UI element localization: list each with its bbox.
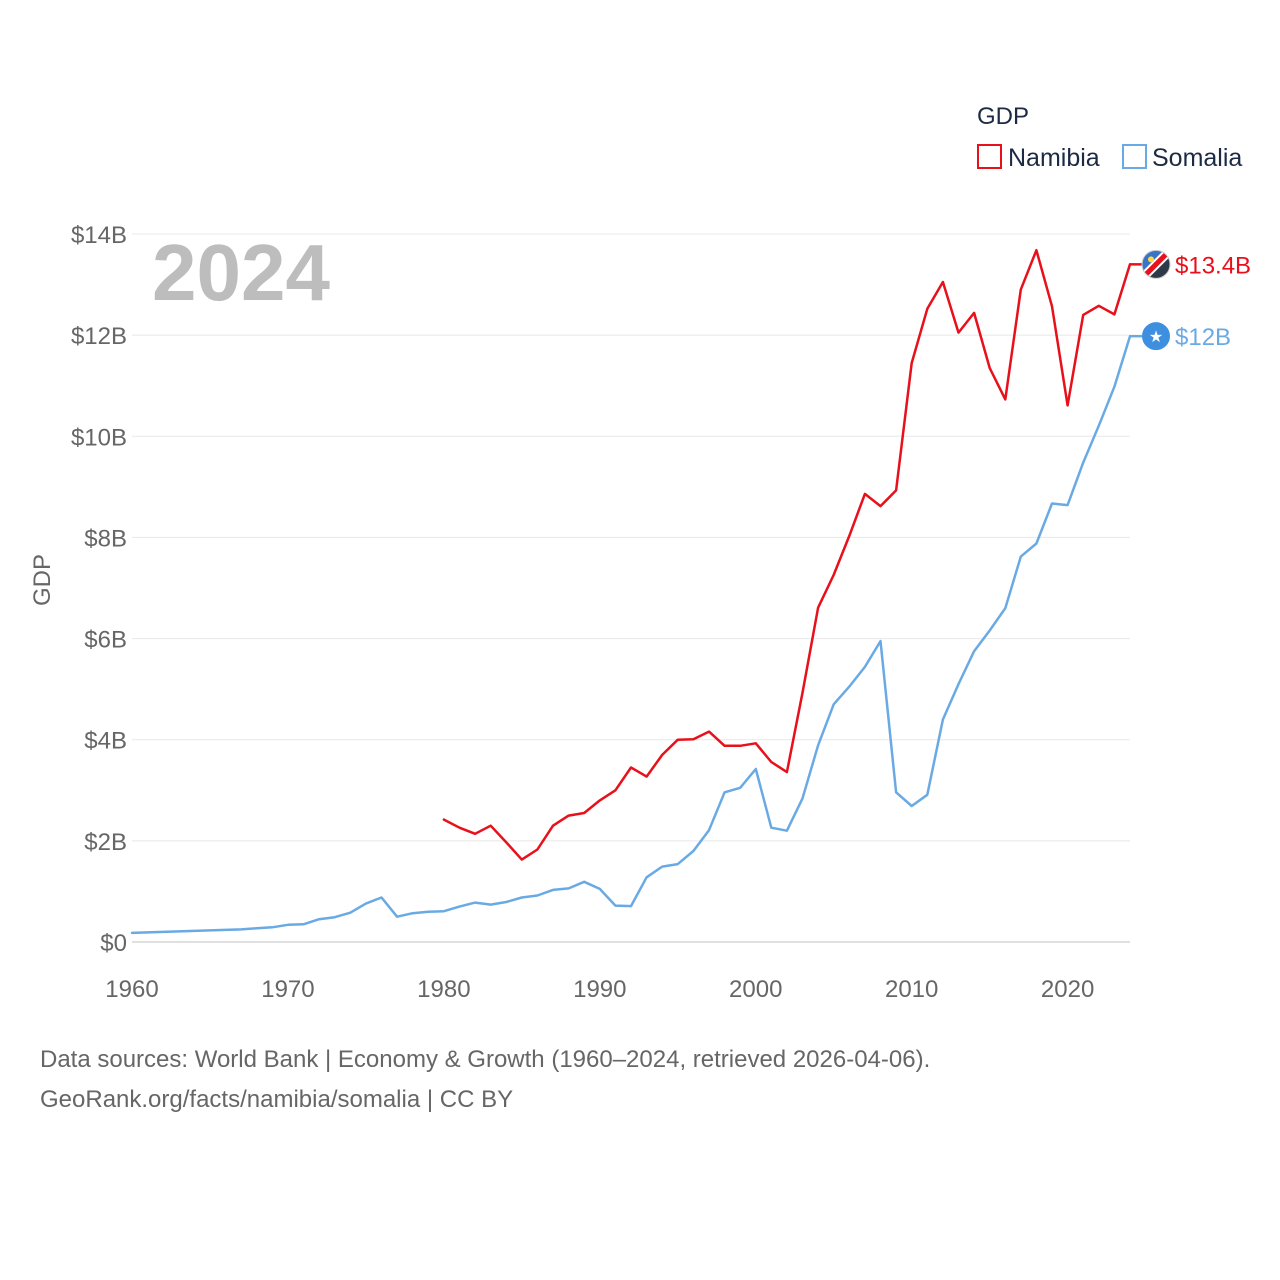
y-tick-label: $8B — [84, 525, 127, 552]
y-tick-label: $2B — [84, 829, 127, 856]
end-value-label-somalia: $12B — [1175, 324, 1231, 351]
svg-text:★: ★ — [1149, 329, 1163, 346]
y-axis-tick-labels: $0 $2B $4B $6B $8B $10B $12B $14B — [71, 222, 127, 957]
y-tick-label: $0 — [100, 930, 127, 957]
source-note: Data sources: World Bank | Economy & Gro… — [40, 1040, 1240, 1120]
namibia-flag-icon — [1141, 249, 1171, 279]
credit-link[interactable]: GeoRank.org/facts/namibia/somalia | CC B… — [40, 1086, 514, 1113]
gridlines — [132, 233, 1130, 943]
x-tick-label: 1980 — [417, 976, 470, 1003]
legend-swatch-namibia — [977, 144, 1002, 169]
y-tick-label: $6B — [84, 627, 127, 654]
series-lines — [130, 248, 1132, 935]
x-tick-label: 1970 — [261, 976, 314, 1003]
y-axis-title: GDP — [29, 554, 56, 606]
data-source-line: Data sources: World Bank | Economy & Gro… — [40, 1046, 931, 1073]
legend-label-namibia: Namibia — [1008, 144, 1100, 172]
y-tick-label: $10B — [71, 424, 127, 451]
x-axis-tick-labels: 1960 1970 1980 1990 2000 2010 2020 — [105, 976, 1094, 1003]
series-line-namibia — [442, 248, 1132, 861]
y-tick-label: $4B — [84, 728, 127, 755]
somalia-flag-icon: ★ — [1142, 322, 1170, 351]
x-tick-label: 2020 — [1041, 976, 1094, 1003]
x-tick-label: 1960 — [105, 976, 158, 1003]
x-tick-label: 2000 — [729, 976, 782, 1003]
x-tick-label: 1990 — [573, 976, 626, 1003]
legend-label-somalia: Somalia — [1152, 144, 1242, 172]
y-tick-label: $14B — [71, 222, 127, 249]
x-tick-label: 2010 — [885, 976, 938, 1003]
legend: GDP Namibia Somalia — [977, 103, 1242, 172]
legend-title: GDP — [977, 103, 1029, 130]
series-line-somalia — [130, 334, 1132, 935]
year-stamp: 2024 — [152, 228, 330, 317]
y-tick-label: $12B — [71, 323, 127, 350]
end-value-label-namibia: $13.4B — [1175, 252, 1251, 279]
legend-swatch-somalia — [1122, 144, 1147, 169]
series-end-markers: $13.4B ★ $12B — [1130, 249, 1251, 351]
